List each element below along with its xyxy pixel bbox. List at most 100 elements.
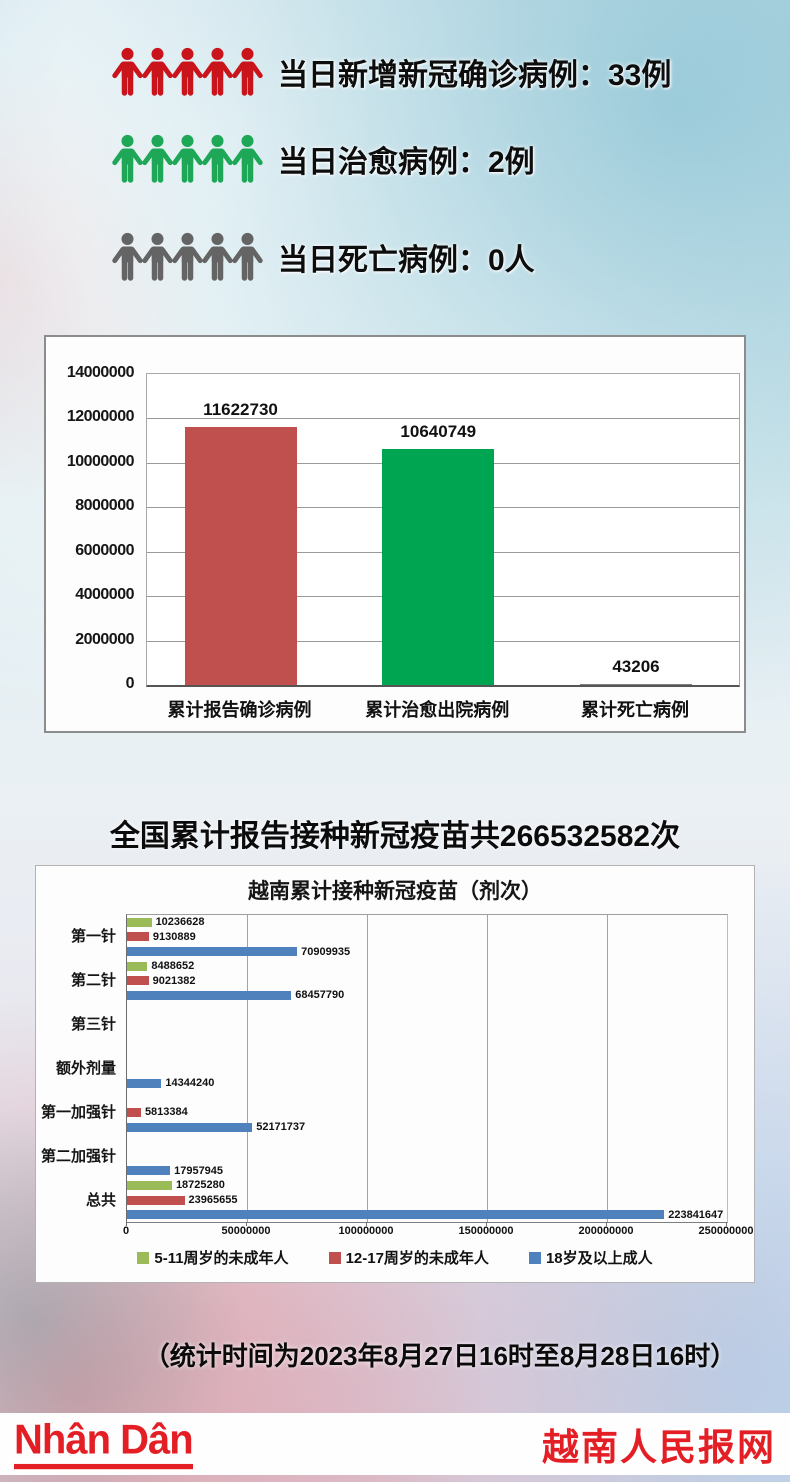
person-icon <box>142 47 173 96</box>
legend-item: 5-11周岁的未成年人 <box>137 1247 289 1268</box>
bar-value-label: 68457790 <box>295 989 345 1002</box>
category-band: 10236628 9130889 70909935 <box>127 915 727 959</box>
bar-slot <box>127 1149 727 1164</box>
legend-label: 12-17周岁的未成年人 <box>345 1250 489 1267</box>
person-group-icon <box>112 132 263 186</box>
person-icon <box>232 47 263 96</box>
bar <box>127 932 149 942</box>
x-tick-label: 50000000 <box>221 1225 271 1237</box>
legend-swatch <box>137 1251 150 1264</box>
bar-value-label: 8488652 <box>151 960 195 973</box>
axis-tick <box>366 1222 367 1226</box>
legend-swatch <box>528 1251 541 1264</box>
category-label: 第二加强针 <box>40 1147 116 1165</box>
bar <box>127 1195 185 1205</box>
person-icon <box>232 232 263 281</box>
bar-value-label: 9130889 <box>152 930 196 943</box>
category-label: 额外剂量 <box>55 1060 116 1077</box>
x-tick-label: 200000000 <box>578 1225 634 1237</box>
category-label: 第一针 <box>70 928 116 946</box>
c1-categories: 累计报告确诊病例 累计治愈出院病例 累计死亡病例 <box>146 692 738 726</box>
person-icon <box>142 232 173 281</box>
person-group-icon <box>112 230 263 284</box>
person-icon <box>172 134 203 183</box>
bar <box>127 976 149 986</box>
bar-slot <box>127 1017 727 1032</box>
bar-value-label: 52171737 <box>256 1121 306 1133</box>
bar <box>127 1107 141 1117</box>
gridline <box>487 915 488 1222</box>
bar <box>127 1180 172 1190</box>
bar-slot: 223841647 <box>127 1207 727 1222</box>
category-label: 累计治愈出院病例 <box>365 700 510 720</box>
bar-value-label: 70909935 <box>301 945 351 958</box>
axis-tick <box>486 1222 487 1226</box>
x-tick-label: 100000000 <box>338 1225 394 1237</box>
y-tick-label: 10000000 <box>66 452 135 470</box>
legend-label: 5-11周岁的未成年人 <box>154 1250 289 1267</box>
bar <box>127 1122 253 1132</box>
bar-slot: 17957945 <box>127 1164 727 1179</box>
bar-value-label: 14344240 <box>165 1077 215 1090</box>
category-band: 5813384 52171737 <box>127 1090 727 1134</box>
bar-value-label: 23965655 <box>188 1194 238 1207</box>
bar-slot <box>127 1032 727 1047</box>
legend-label: 18岁及以上成人 <box>545 1250 653 1267</box>
bar <box>382 448 495 685</box>
c2-plot: 10236628 9130889 70909935 8488652 9021382 684… <box>126 914 728 1223</box>
y-tick-label: 4000000 <box>75 586 134 604</box>
c1-plot: 11622730 10640749 43206 <box>146 373 740 687</box>
bar-slot <box>127 1003 727 1018</box>
bar-slot: 68457790 <box>127 988 727 1003</box>
category-label: 第三针 <box>70 1016 116 1034</box>
statistics-period-note: （统计时间为2023年8月27日16时至8月28日16时） <box>143 1341 737 1371</box>
legend-item: 12-17周岁的未成年人 <box>328 1247 489 1268</box>
bar <box>579 684 692 685</box>
bar-slot: 52171737 <box>127 1120 727 1135</box>
x-tick-label: 0 <box>122 1225 130 1237</box>
axis-tick <box>126 1222 127 1226</box>
legend-item: 18岁及以上成人 <box>528 1247 653 1268</box>
person-icon <box>112 47 143 96</box>
category-label: 累计报告确诊病例 <box>167 700 312 720</box>
bar <box>127 961 148 971</box>
c2-legend: 5-11周岁的未成年人 12-17周岁的未成年人 18岁及以上成人 <box>36 1247 754 1268</box>
bar-slot <box>127 1047 727 1062</box>
y-tick-label: 8000000 <box>75 497 134 515</box>
person-icon <box>202 232 233 281</box>
site-name: 越南人民报网 <box>542 1427 776 1468</box>
axis-tick <box>606 1222 607 1226</box>
person-icon <box>202 47 233 96</box>
bar-slot <box>127 1061 727 1076</box>
gridline <box>607 915 608 1222</box>
y-tick-label: 12000000 <box>66 408 135 426</box>
bar-value-label: 43206 <box>612 657 660 677</box>
person-icon <box>112 134 143 183</box>
bar-slot: 18725280 <box>127 1178 727 1193</box>
person-icon <box>142 134 173 183</box>
axis-tick <box>726 1222 727 1226</box>
gridline <box>247 915 248 1222</box>
y-tick-label: 14000000 <box>66 364 135 381</box>
category-label: 第二针 <box>70 972 116 990</box>
bar-value-label: 5813384 <box>144 1106 188 1119</box>
category-band: 14344240 <box>127 1047 727 1091</box>
daily-stat-row: 当日死亡病例：0人 <box>112 229 535 285</box>
x-tick-label: 150000000 <box>458 1225 514 1237</box>
bar <box>127 947 298 957</box>
chart-title: 越南累计接种新冠疫苗（剂次） <box>248 880 542 903</box>
bar-value-label: 11622730 <box>203 399 278 419</box>
bar-slot <box>127 1134 727 1149</box>
gridline <box>367 915 368 1222</box>
bar-value-label: 223841647 <box>668 1208 724 1221</box>
person-icon <box>202 134 233 183</box>
bar <box>127 917 152 927</box>
bar <box>127 990 292 1000</box>
person-icon <box>112 232 143 281</box>
y-tick-label: 2000000 <box>75 630 134 648</box>
daily-stat-row: 当日治愈病例：2例 <box>112 131 535 187</box>
axis-tick <box>246 1222 247 1226</box>
bar-slot: 9130889 <box>127 930 727 945</box>
category-label: 累计死亡病例 <box>580 700 689 720</box>
